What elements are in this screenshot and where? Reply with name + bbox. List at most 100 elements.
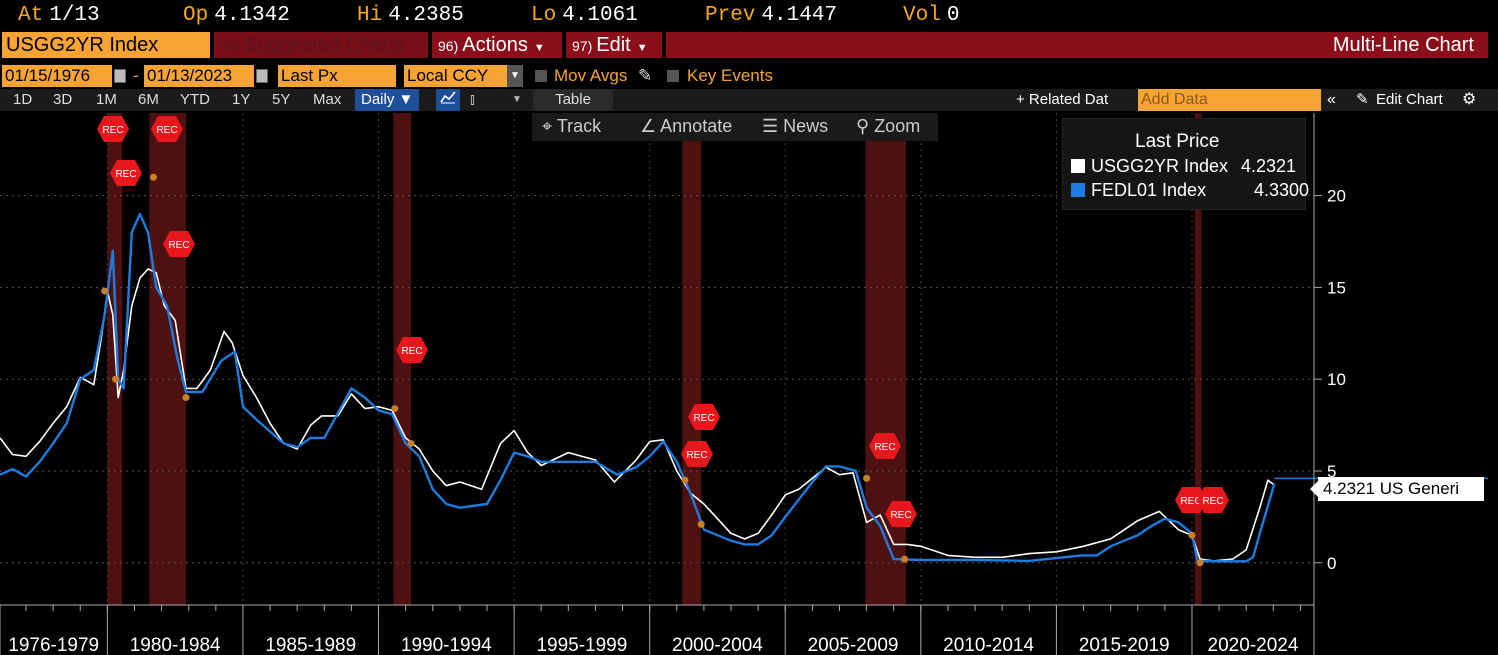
series-line-usgg2yr [0, 268, 1275, 562]
y-tick-label-10: 10 [1327, 370, 1346, 389]
key-events-checkbox[interactable] [667, 70, 679, 82]
end-date-field[interactable]: 01/13/2023 [144, 65, 254, 87]
event-dot-6 [681, 476, 689, 484]
recession-marker-label-2: REC [156, 125, 177, 136]
pencil-icon[interactable]: ✎ [638, 66, 653, 85]
recession-marker-label-4: REC [401, 346, 422, 357]
currency-dropdown-icon[interactable]: ▼ [507, 65, 523, 87]
start-date-field[interactable]: 01/15/1976 [2, 65, 112, 87]
x-label-1995-1999: 1995-1999 [536, 635, 627, 655]
suggested-charts-number: 94) [220, 38, 241, 54]
recession-band-4 [865, 113, 906, 605]
news-tool[interactable]: ☰ News [762, 116, 828, 137]
line-chart-icon[interactable] [436, 89, 460, 111]
start-calendar-icon[interactable] [114, 69, 126, 83]
bar-chart-icon[interactable]: ⫾ [470, 91, 475, 108]
edit-chart-button[interactable]: Edit Chart [1376, 91, 1443, 108]
event-dot-8 [863, 474, 871, 482]
chart-style-dropdown-icon[interactable]: ▼ [512, 94, 522, 105]
recession-marker-label-6: REC [686, 450, 707, 461]
legend-title: Last Price [1135, 131, 1220, 152]
recession-marker-4 [396, 337, 428, 363]
y-tick-label-0: 0 [1327, 554, 1336, 573]
event-dot-5 [407, 439, 415, 447]
multi-line-chart[interactable]: 0 5 10 15 20 1976-1979 1980-1984 1985-1989 1990-… [0, 113, 1498, 655]
event-dot-2 [149, 173, 157, 181]
ticker-input[interactable]: USGG2YR Index [2, 32, 210, 58]
recession-marker-label-7: REC [874, 442, 895, 453]
news-icon: ☰ [762, 116, 784, 136]
event-dot-10 [1188, 531, 1196, 539]
range-1m[interactable]: 1M [96, 91, 117, 108]
event-dot-7 [697, 520, 705, 528]
x-label-2000-2004: 2000-2004 [672, 635, 763, 655]
recession-band-0 [107, 113, 123, 605]
recession-marker-7 [869, 433, 901, 459]
actions-menu-button[interactable]: 96) Actions ▼ [432, 32, 562, 58]
range-1y[interactable]: 1Y [232, 91, 251, 108]
annotate-icon: ∠ [640, 116, 661, 136]
legend-item-usgg2yr[interactable]: USGG2YR Index 4.2321 [1071, 156, 1296, 177]
collapse-icon[interactable]: « [1327, 91, 1336, 108]
range-3d[interactable]: 3D [53, 91, 73, 108]
recession-marker-label-5: REC [693, 413, 714, 424]
range-ytd[interactable]: YTD [180, 91, 210, 108]
currency-selector[interactable]: Local CCY [404, 65, 508, 87]
chart-tools-bar: ⌖ Track ∠ Annotate ☰ News ⚲ Zoom [532, 113, 938, 141]
legend-value-usgg2yr: 4.2321 [1241, 156, 1297, 176]
recession-marker-label-9: REC [1180, 496, 1201, 507]
mov-avgs-checkbox[interactable] [535, 70, 547, 82]
recession-marker-label-10: REC [1202, 496, 1223, 507]
range-6m[interactable]: 6M [138, 91, 159, 108]
recession-marker-8 [885, 501, 917, 527]
recession-marker-5 [688, 404, 720, 430]
last-price-tag: 4.2321 US Generi [1310, 477, 1484, 501]
legend-value-fedl01: 4.3300 [1254, 180, 1310, 200]
field-selector[interactable]: Last Px [278, 65, 396, 87]
series-line-fedl01 [0, 212, 1276, 563]
edit-caret-icon: ▼ [636, 42, 648, 54]
annotate-tool[interactable]: ∠ Annotate [640, 116, 732, 137]
quote-low: Lo 4.1061 [531, 4, 638, 27]
range-toolbar: 1D 3D 1M 6M YTD 1Y 5Y Max Daily ▼ ⫾ ▼ Ta… [0, 89, 1498, 111]
period-selector[interactable]: Daily ▼ [355, 89, 420, 111]
range-5y[interactable]: 5Y [272, 91, 291, 108]
news-label: News [783, 116, 829, 136]
mov-avgs-label: Mov Avgs [554, 66, 628, 85]
zoom-label: Zoom [874, 116, 921, 136]
title-bar: USGG2YR Index 94) Suggested Charts 96) Act… [0, 32, 1498, 58]
quote-volume: Vol 0 [903, 4, 959, 27]
legend-swatch-blue [1071, 183, 1085, 197]
edit-menu-number: 97) [572, 38, 593, 54]
quote-open: Op 4.1342 [183, 4, 290, 27]
table-tab[interactable]: Table [533, 89, 613, 111]
recession-marker-3 [163, 231, 195, 257]
legend-name-fedl01: FEDL01 Index [1091, 180, 1207, 200]
y-tick-label-20: 20 [1327, 187, 1346, 206]
add-data-input[interactable]: Add Data [1138, 89, 1321, 111]
gear-icon[interactable]: ⚙ [1462, 91, 1477, 108]
annotate-label: Annotate [660, 116, 733, 136]
event-dot-0 [101, 287, 109, 295]
line-chart-icon-glyph [440, 91, 456, 104]
range-1d[interactable]: 1D [13, 91, 33, 108]
crosshair-icon: ⌖ [542, 116, 557, 136]
suggested-charts-label: Suggested Charts [244, 34, 405, 56]
related-data-button[interactable]: + Related Dat [1016, 91, 1109, 108]
end-calendar-icon[interactable] [256, 69, 268, 83]
legend-item-fedl01[interactable]: FEDL01 Index 4.3300 [1071, 180, 1309, 201]
actions-menu-label: Actions [462, 34, 528, 56]
quote-volume-label: Vol [903, 4, 941, 27]
suggested-charts-button[interactable]: 94) Suggested Charts [214, 32, 428, 58]
y-tick-label-15: 15 [1327, 278, 1346, 297]
actions-caret-icon: ▼ [533, 42, 545, 54]
recession-marker-10 [1197, 487, 1229, 513]
y-tick-label-5: 5 [1327, 462, 1336, 481]
range-max[interactable]: Max [313, 91, 342, 108]
track-tool[interactable]: ⌖ Track [542, 116, 601, 137]
zoom-tool[interactable]: ⚲ Zoom [856, 116, 920, 137]
edit-menu-button[interactable]: 97) Edit ▼ [566, 32, 662, 58]
quote-at: At 1/13 [18, 4, 100, 27]
legend-name-usgg2yr: USGG2YR Index [1091, 156, 1229, 176]
quote-low-label: Lo [531, 4, 557, 27]
